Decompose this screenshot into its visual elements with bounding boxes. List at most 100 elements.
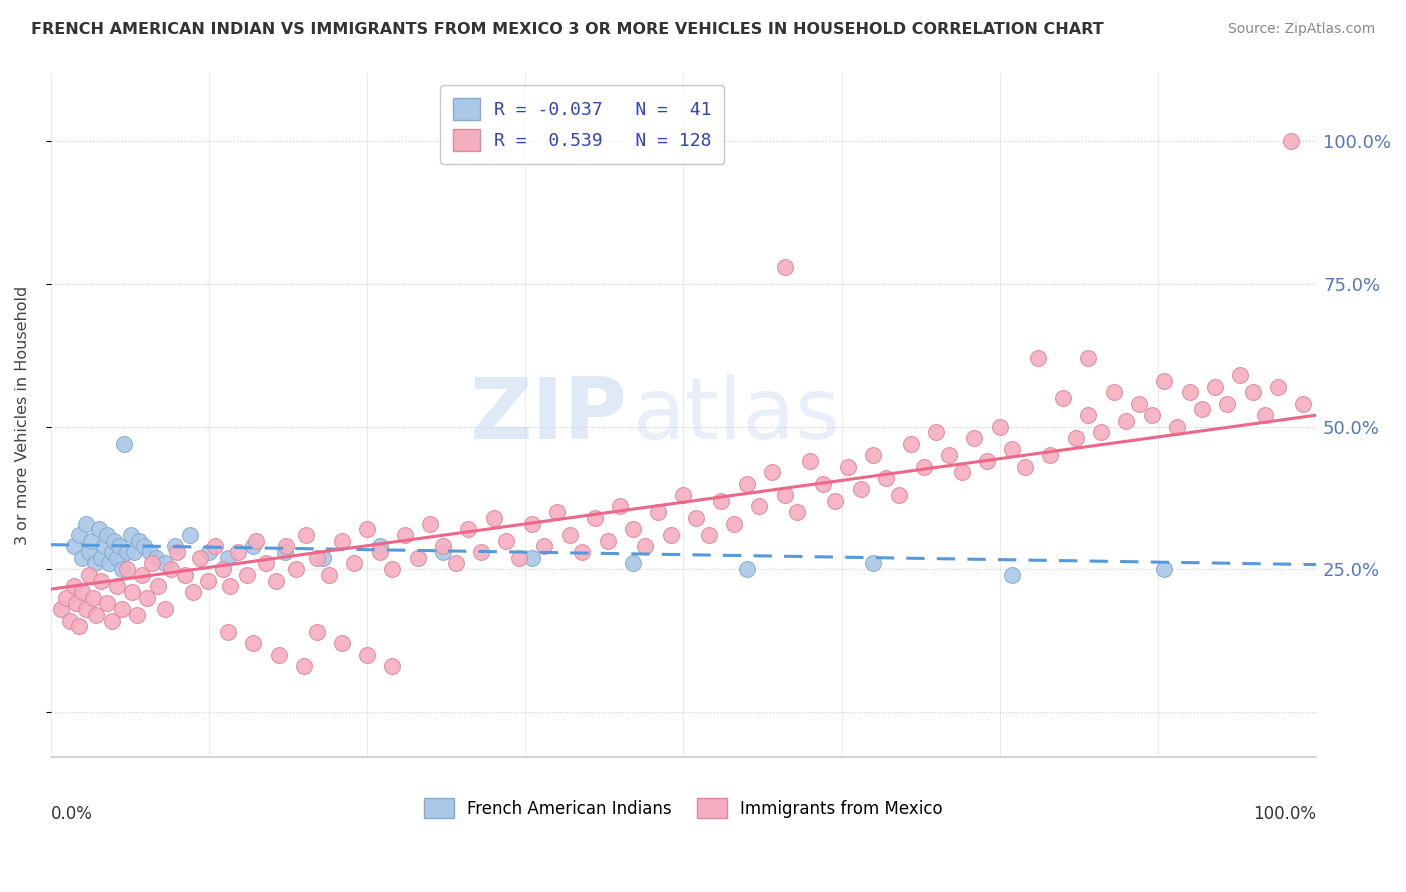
Point: [305, 550, 328, 565]
Point: [138, 545, 160, 559]
Point: [356, 648, 378, 662]
Point: [1254, 408, 1277, 422]
Point: [124, 545, 146, 559]
Point: [432, 545, 454, 559]
Point: [1216, 397, 1239, 411]
Point: [1102, 385, 1125, 400]
Point: [75, 602, 97, 616]
Point: [105, 579, 128, 593]
Point: [330, 636, 353, 650]
Point: [647, 505, 669, 519]
Point: [105, 550, 128, 565]
Point: [145, 550, 167, 565]
Point: [1128, 397, 1150, 411]
Point: [381, 659, 404, 673]
Point: [1001, 442, 1024, 457]
Point: [988, 419, 1011, 434]
Point: [305, 624, 328, 639]
Point: [583, 511, 606, 525]
Point: [950, 465, 973, 479]
Point: [685, 511, 707, 525]
Point: [875, 471, 897, 485]
Point: [1229, 368, 1251, 383]
Point: [938, 448, 960, 462]
Point: [406, 550, 429, 565]
Point: [108, 540, 131, 554]
Point: [217, 624, 239, 639]
Point: [533, 540, 555, 554]
Point: [276, 540, 298, 554]
Point: [1292, 397, 1315, 411]
Point: [295, 528, 318, 542]
Point: [103, 533, 125, 548]
Point: [274, 545, 297, 559]
Point: [242, 636, 264, 650]
Point: [163, 540, 186, 554]
Point: [419, 516, 441, 531]
Point: [1064, 431, 1087, 445]
Point: [134, 540, 156, 554]
Point: [236, 567, 259, 582]
Point: [67, 528, 90, 542]
Text: FRENCH AMERICAN INDIAN VS IMMIGRANTS FROM MEXICO 3 OR MORE VEHICLES IN HOUSEHOLD: FRENCH AMERICAN INDIAN VS IMMIGRANTS FRO…: [31, 22, 1104, 37]
Point: [495, 533, 517, 548]
Point: [188, 550, 211, 565]
Point: [609, 500, 631, 514]
Point: [1140, 408, 1163, 422]
Point: [659, 528, 682, 542]
Point: [1241, 385, 1264, 400]
Point: [226, 545, 249, 559]
Point: [285, 562, 308, 576]
Point: [482, 511, 505, 525]
Point: [356, 522, 378, 536]
Point: [976, 454, 998, 468]
Point: [131, 567, 153, 582]
Point: [75, 516, 97, 531]
Point: [166, 545, 188, 559]
Point: [1267, 379, 1289, 393]
Point: [368, 540, 391, 554]
Point: [596, 533, 619, 548]
Point: [735, 476, 758, 491]
Point: [381, 562, 404, 576]
Point: [93, 540, 115, 554]
Point: [96, 596, 118, 610]
Point: [735, 562, 758, 576]
Point: [1077, 408, 1099, 422]
Point: [264, 574, 287, 588]
Point: [197, 574, 219, 588]
Point: [111, 562, 134, 576]
Point: [87, 522, 110, 536]
Point: [111, 602, 134, 616]
Point: [621, 522, 644, 536]
Point: [312, 550, 335, 565]
Point: [72, 550, 94, 565]
Point: [1279, 135, 1302, 149]
Point: [887, 488, 910, 502]
Point: [773, 488, 796, 502]
Point: [59, 614, 82, 628]
Point: [1039, 448, 1062, 462]
Point: [96, 528, 118, 542]
Point: [1166, 419, 1188, 434]
Point: [267, 648, 290, 662]
Point: [1153, 374, 1175, 388]
Point: [925, 425, 948, 440]
Point: [963, 431, 986, 445]
Point: [837, 459, 859, 474]
Text: atlas: atlas: [633, 374, 841, 457]
Point: [100, 545, 122, 559]
Point: [80, 533, 103, 548]
Point: [1191, 402, 1213, 417]
Text: 0.0%: 0.0%: [51, 805, 93, 823]
Point: [254, 557, 277, 571]
Point: [520, 516, 543, 531]
Point: [318, 567, 340, 582]
Point: [1001, 567, 1024, 582]
Point: [98, 557, 121, 571]
Point: [55, 591, 77, 605]
Point: [811, 476, 834, 491]
Point: [115, 562, 138, 576]
Point: [773, 260, 796, 274]
Point: [77, 567, 100, 582]
